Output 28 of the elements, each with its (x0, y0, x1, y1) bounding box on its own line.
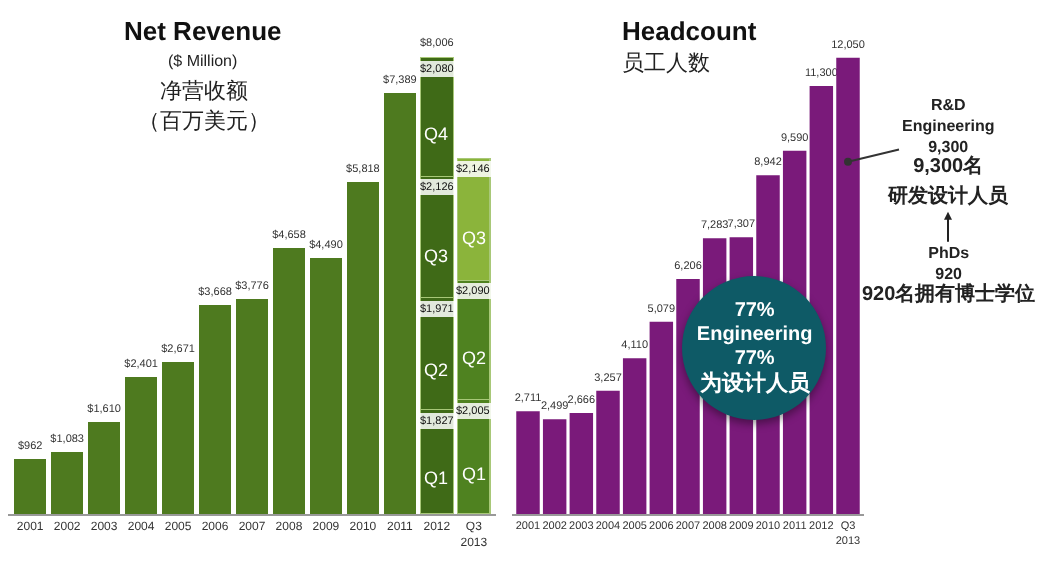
series-label: Q1 (424, 468, 449, 488)
bar (87, 422, 121, 514)
chart-title: Net Revenue (124, 16, 282, 46)
annotation: PhDs 920 920名拥有博士学位 (862, 244, 1036, 306)
chart-title: Headcount (622, 16, 758, 46)
bar (346, 182, 380, 514)
annotation: R&D Engineering 9,300 9,300名 (902, 96, 995, 179)
bar (383, 92, 417, 514)
series-label: Q4 (424, 124, 449, 144)
bar (272, 248, 306, 514)
text: Q3 (462, 228, 487, 248)
bar (124, 377, 158, 514)
text: Q2 (462, 348, 487, 368)
bar (309, 258, 343, 514)
series-label: Q3 (424, 246, 449, 266)
series-label: Q2 (424, 360, 449, 380)
annotation: 77% Engineering 77% 为设计人员 (696, 299, 813, 396)
bar (13, 459, 47, 514)
annotation: 净营收额 (160, 78, 248, 104)
chart-subtitle: 员工人数 (622, 52, 710, 76)
chart-subtitle: ($ Million) (168, 52, 239, 70)
text: 研发设计人员 (886, 184, 1010, 208)
text: Q1 (462, 464, 487, 484)
annotation: （百万美元） (138, 108, 270, 134)
bar (50, 452, 84, 514)
bar (235, 298, 269, 514)
bar (161, 361, 195, 514)
bar (198, 304, 232, 514)
